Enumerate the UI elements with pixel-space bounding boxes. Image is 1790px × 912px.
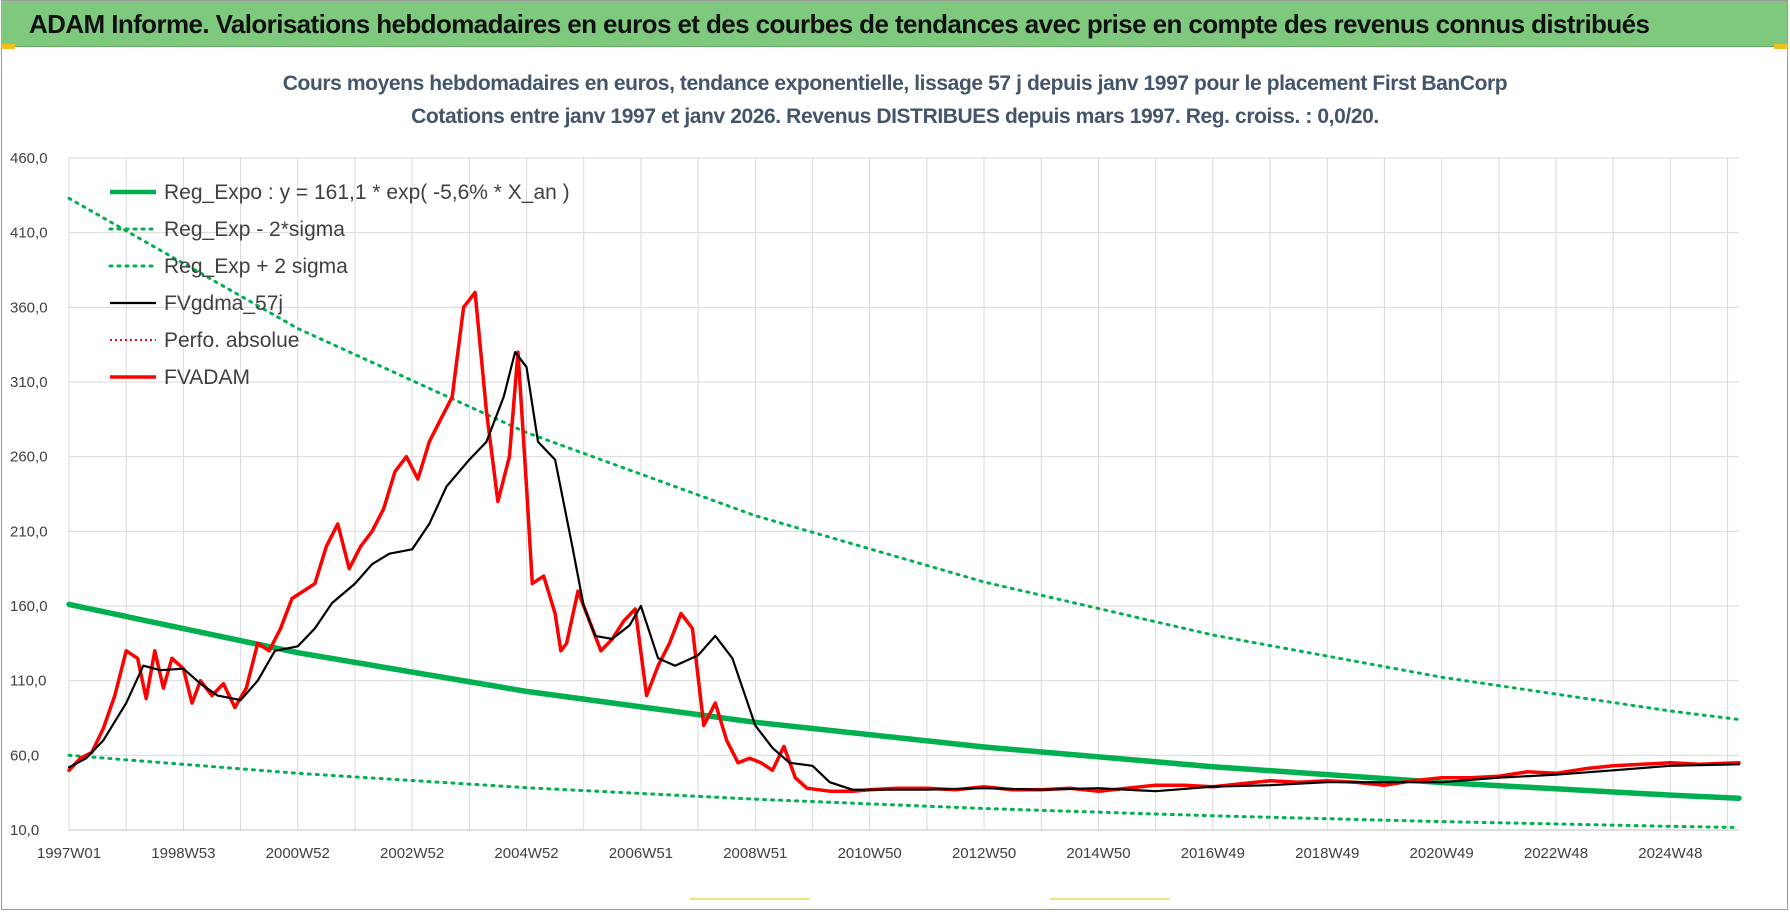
y-tick-label: 60,0: [10, 747, 39, 764]
y-tick-label: 410,0: [10, 225, 48, 242]
legend-label-fvgdma: FVgdma_57j: [164, 292, 283, 315]
x-tick-label: 2016W49: [1181, 845, 1245, 862]
x-tick-label: 2008W51: [723, 845, 787, 862]
y-tick-label: 260,0: [10, 449, 48, 466]
x-tick-label: 2022W48: [1524, 845, 1588, 862]
series-line-upper_band: [67, 196, 1741, 721]
y-tick-label: 460,0: [10, 150, 48, 167]
report-title: ADAM Informe. Valorisations hebdomadaire…: [29, 9, 1650, 39]
legend-label-lower_band: Reg_Exp - 2*sigma: [164, 218, 345, 241]
x-tick-label: 2018W49: [1295, 845, 1359, 862]
x-tick-label: 2002W52: [380, 845, 444, 862]
y-tick-label: 360,0: [10, 299, 48, 316]
x-tick-label: 2012W50: [952, 845, 1016, 862]
x-tick-label: 1997W01: [37, 845, 101, 862]
legend-label-fvadam: FVADAM: [164, 366, 250, 389]
x-tick-label: 2014W50: [1066, 845, 1130, 862]
report-banner: ADAM Informe. Valorisations hebdomadaire…: [1, 1, 1787, 47]
series-line-fvgdma: [67, 351, 1741, 793]
chart-title: Cours moyens hebdomadaires en euros, ten…: [282, 72, 1508, 95]
x-tick-label: 1998W53: [151, 845, 215, 862]
x-tick-label: 2020W49: [1409, 845, 1473, 862]
chart-subtitle: Cotations entre janv 1997 et janv 2026. …: [411, 105, 1379, 128]
y-tick-label: 10,0: [10, 822, 39, 839]
y-tick-label: 110,0: [10, 673, 46, 690]
legend-label-perfo: Perfo. absolue: [164, 329, 299, 352]
corner-marker-left: [1, 44, 15, 49]
corner-marker-right: [1774, 44, 1788, 49]
x-tick-label: 2024W48: [1638, 845, 1702, 862]
legend-label-reg_expo: Reg_Expo : y = 161,1 * exp( -5,6% * X_an…: [164, 181, 570, 204]
x-tick-label: 2006W51: [609, 845, 673, 862]
series-line-fvadam: [67, 290, 1741, 793]
y-tick-label: 210,0: [10, 523, 48, 540]
legend-label-upper_band: Reg_Exp + 2 sigma: [164, 255, 348, 278]
series-line-reg_expo: [66, 601, 1742, 801]
bottom-marker: [1050, 898, 1170, 900]
x-tick-label: 2000W52: [266, 845, 330, 862]
y-tick-label: 160,0: [10, 598, 48, 615]
series-line-lower_band: [67, 753, 1741, 829]
x-tick-label: 2004W52: [494, 845, 558, 862]
y-tick-label: 310,0: [10, 374, 48, 391]
bottom-marker: [690, 898, 810, 900]
x-tick-label: 2010W50: [838, 845, 902, 862]
